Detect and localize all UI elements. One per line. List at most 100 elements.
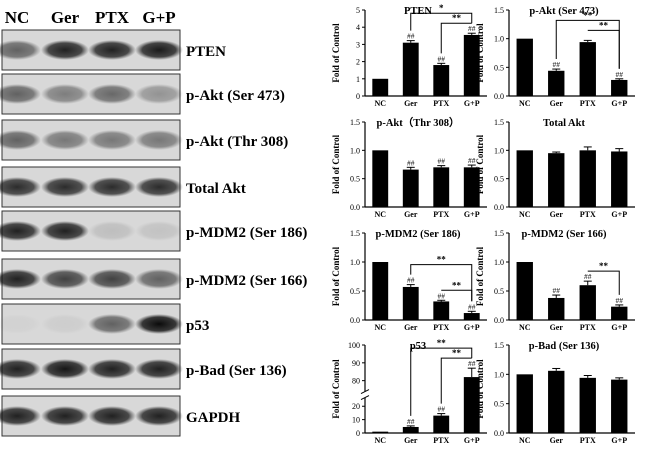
- x-tick-label-ptx: PTX: [580, 323, 596, 332]
- chart-title-p53: p53: [410, 341, 426, 352]
- blot-band: [88, 84, 136, 104]
- axis-break-mark: [360, 389, 370, 401]
- comparison-label: **: [437, 255, 447, 265]
- blot-band: [135, 359, 183, 379]
- chart-1: 0 1 2 3 4 5 Fold of Control PTEN NC ## Ger ## PTX ## G…: [331, 3, 487, 108]
- y-tick-label: 1.0: [494, 146, 504, 155]
- x-tick-label-ptx: PTX: [433, 323, 449, 332]
- lane-label-ger: Ger: [51, 8, 80, 27]
- y-tick-label: 100: [348, 341, 360, 350]
- y-tick-label: 10: [352, 416, 360, 425]
- y-tick-label: 80: [352, 377, 360, 386]
- axis-break-gap: [361, 391, 369, 398]
- blot-band: [0, 84, 41, 104]
- x-tick-label-g-p: G+P: [611, 436, 627, 445]
- bar-ger: [548, 70, 565, 96]
- comparison-label: **: [599, 20, 609, 30]
- y-tick-label: 0.5: [494, 400, 504, 409]
- lane-label-ptx: PTX: [95, 8, 130, 27]
- bar-g-p: [463, 313, 480, 320]
- blot-band: [0, 177, 41, 197]
- blot-protein-label: p-Akt (Ser 473): [186, 88, 285, 104]
- comparison-bracket: [441, 289, 473, 302]
- y-tick-label: 5: [356, 6, 360, 15]
- x-tick-label-ger: Ger: [550, 210, 564, 219]
- significance-mark: ##: [438, 157, 446, 166]
- bar-ptx: [433, 415, 450, 433]
- y-tick-label: 0.0: [350, 316, 360, 325]
- bar-g-p: [611, 306, 628, 320]
- x-tick-label-ptx: PTX: [580, 99, 596, 108]
- chart-2: 0.0 0.5 1.0 1.5 Fold of Control p-Akt (Ser 47…: [475, 6, 635, 108]
- blot-band: [41, 359, 89, 379]
- blot-band: [41, 177, 89, 197]
- blot-band: [41, 84, 89, 104]
- blot-band: [88, 269, 136, 289]
- y-tick-label: 0.5: [350, 287, 360, 296]
- chart-title-p-akt-thr-308: p-Akt（Thr 308）: [377, 116, 460, 129]
- y-tick-label: 1.5: [350, 229, 360, 238]
- significance-mark: ##: [468, 156, 476, 165]
- bar-g-p: [611, 79, 628, 96]
- bar-ptx: [433, 301, 450, 320]
- x-tick-label-ger: Ger: [550, 323, 564, 332]
- blot-band: [135, 84, 183, 104]
- y-tick-label: 1.5: [494, 341, 504, 350]
- significance-mark: ##: [407, 276, 415, 285]
- western-blot-panel: NC Ger PTX G+P PTEN p-Akt (Ser 473) p-Akt (Thr…: [0, 8, 307, 437]
- y-tick-label: 1.0: [350, 258, 360, 267]
- blot-protein-label: GAPDH: [186, 410, 240, 426]
- blot-band: [0, 359, 41, 379]
- blot-band: [135, 40, 183, 60]
- blot-protein-label: p-MDM2 (Ser 186): [186, 225, 307, 241]
- significance-mark: ##: [407, 32, 415, 41]
- y-axis-label: Fold of Control: [475, 23, 485, 83]
- comparison-label: **: [599, 261, 609, 271]
- blot-band: [135, 177, 183, 197]
- bar-ptx: [579, 285, 596, 320]
- blot-band: [0, 221, 41, 241]
- blot-band: [88, 177, 136, 197]
- chart-5: 0.0 0.5 1.0 1.5 Fold of Control p-MDM2 (Ser 1…: [331, 229, 487, 332]
- x-tick-label-g-p: G+P: [464, 436, 480, 445]
- bar-ptx: [433, 167, 450, 207]
- chart-7: 0 10 20 80 90 100 Fold of Control p53 NC ## Ger ## P…: [331, 338, 487, 445]
- significance-mark: ##: [468, 359, 476, 368]
- blot-protein-label: PTEN: [186, 44, 226, 60]
- bar-nc: [372, 78, 389, 96]
- comparison-label: **: [583, 10, 593, 20]
- comparison-bracket: [587, 29, 620, 69]
- x-tick-label-nc: NC: [519, 99, 531, 108]
- x-tick-label-ptx: PTX: [580, 210, 596, 219]
- y-tick-label: 0.5: [350, 175, 360, 184]
- x-tick-label-ptx: PTX: [433, 436, 449, 445]
- comparison-label: **: [452, 13, 462, 23]
- bar-ger: [402, 169, 419, 207]
- comparison-bracket: [410, 12, 473, 31]
- y-tick-label: 1.0: [350, 146, 360, 155]
- bar-ger: [548, 370, 565, 433]
- significance-mark: ##: [553, 286, 561, 295]
- bar-g-p: [463, 167, 480, 207]
- blot-protein-label: p-Bad (Ser 136): [186, 363, 287, 379]
- chart-4: 0.0 0.5 1.0 1.5 Fold of Control Total Akt NC Ge…: [475, 118, 635, 219]
- blot-band: [88, 130, 136, 150]
- bar-ger: [402, 42, 419, 96]
- y-tick-label: 0.0: [350, 203, 360, 212]
- bar-g-p: [463, 377, 480, 433]
- x-tick-label-nc: NC: [374, 323, 386, 332]
- blot-band: [41, 130, 89, 150]
- y-axis-label: Fold of Control: [475, 359, 485, 419]
- significance-mark: ##: [616, 70, 624, 79]
- x-tick-label-g-p: G+P: [611, 210, 627, 219]
- y-axis-label: Fold of Control: [475, 246, 485, 306]
- blot-protein-label: p-Akt (Thr 308): [186, 134, 288, 150]
- bar-nc: [516, 150, 533, 207]
- significance-mark: ##: [438, 405, 446, 414]
- significance-mark: ##: [616, 296, 624, 305]
- bar-ptx: [579, 150, 596, 207]
- x-tick-label-g-p: G+P: [464, 323, 480, 332]
- y-tick-label: 3: [356, 40, 360, 49]
- blot-band: [135, 221, 183, 241]
- y-tick-label: 0.0: [494, 92, 504, 101]
